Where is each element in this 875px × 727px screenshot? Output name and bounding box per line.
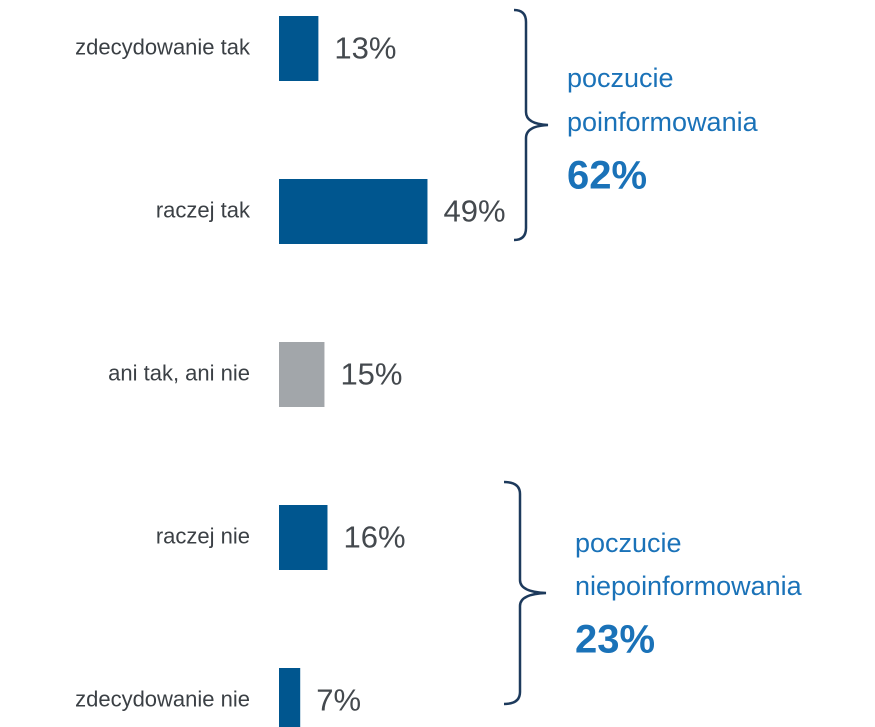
bar	[279, 16, 319, 81]
annotation-text: poczucie	[575, 528, 682, 558]
annotation-text: niepoinformowania	[575, 571, 803, 601]
value-label: 13%	[334, 31, 396, 66]
annotation-value: 62%	[567, 154, 647, 198]
value-label: 49%	[443, 194, 505, 229]
annotation-value: 23%	[575, 618, 655, 662]
annotation-text: poinformowania	[567, 107, 759, 137]
bar	[279, 179, 428, 244]
bar	[279, 668, 301, 727]
bracket	[513, 8, 549, 242]
bracket	[503, 480, 547, 706]
bar	[279, 505, 328, 570]
category-label: raczej tak	[156, 197, 251, 222]
category-label: raczej nie	[156, 523, 250, 548]
annotation-text: poczucie	[567, 63, 674, 93]
category-label: ani tak, ani nie	[108, 360, 250, 385]
value-label: 7%	[316, 683, 361, 718]
value-label: 16%	[343, 520, 405, 555]
category-label: zdecydowanie nie	[75, 686, 250, 711]
category-label: zdecydowanie tak	[75, 34, 251, 59]
value-label: 15%	[340, 357, 402, 392]
bar	[279, 342, 325, 407]
